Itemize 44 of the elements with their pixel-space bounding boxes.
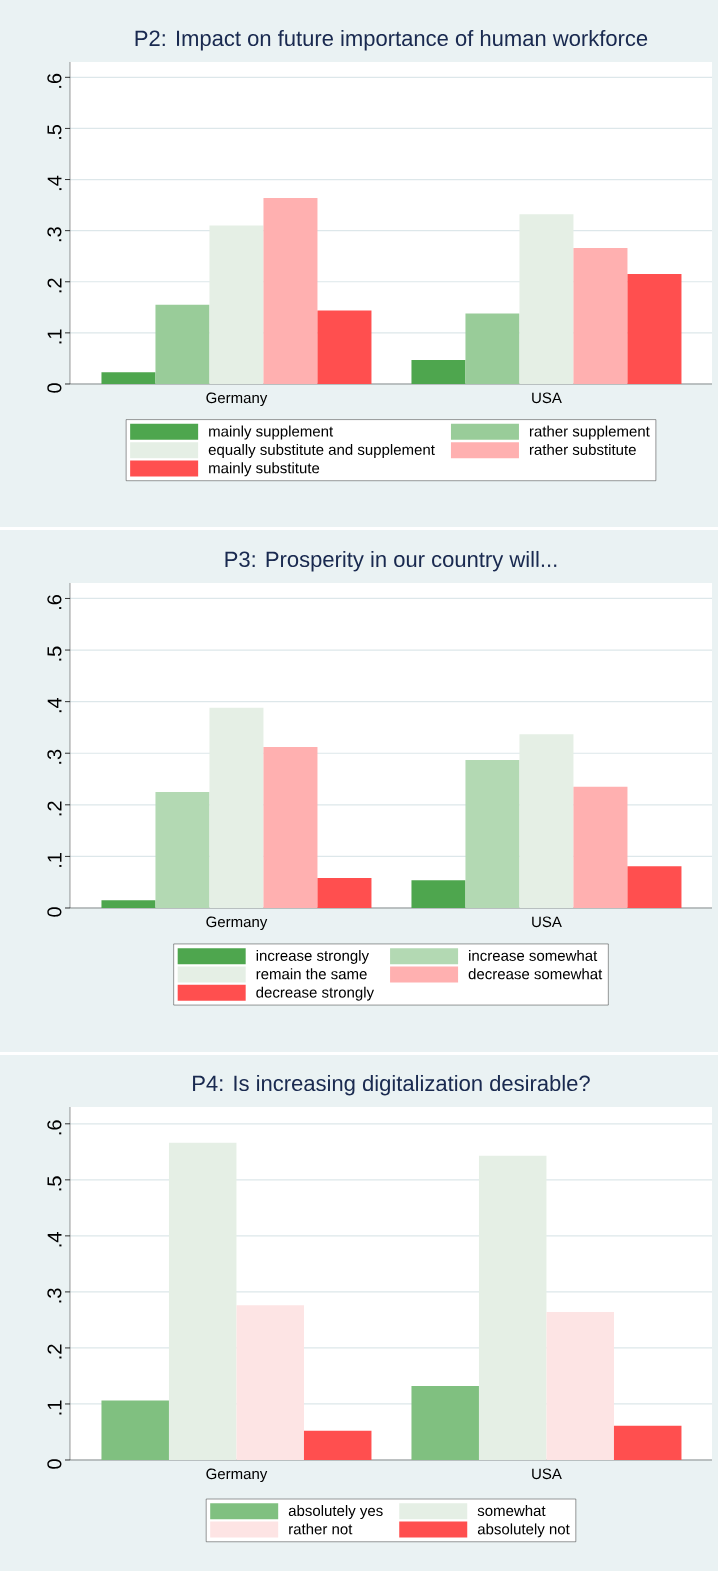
legend-label: absolutely yes	[288, 1505, 383, 1519]
legend-label: rather supplement	[529, 425, 650, 440]
y-tick-label: .1	[47, 853, 62, 867]
chart-title: P3: Prosperity in our country will...	[225, 550, 557, 572]
x-tick-label: Germany	[206, 392, 268, 407]
legend-label: increase strongly	[256, 949, 369, 964]
y-tick-label: .6	[47, 595, 62, 609]
chart-title: P2: Impact on future importance of human workforce	[135, 29, 648, 51]
y-tick-label: 0	[47, 907, 62, 917]
y-tick-label: .3	[47, 1288, 62, 1303]
y-tick-label: .3	[47, 749, 62, 764]
legend-label: rather not	[289, 1523, 353, 1535]
chart-title: P4: Is increasing digitalization desirable?	[193, 1074, 590, 1096]
legend-label: absolutely not	[477, 1523, 570, 1538]
x-tick-label: USA	[532, 916, 562, 928]
y-tick-label: .3	[47, 227, 62, 242]
x-tick-label: Germany	[206, 1468, 268, 1483]
y-tick-label: 0	[47, 383, 62, 393]
y-tick-label: .6	[47, 73, 62, 88]
y-tick-label: .4	[47, 697, 62, 713]
y-tick-label: .5	[47, 124, 62, 139]
legend-label: mainly substitute	[209, 462, 320, 477]
legend-label: decrease strongly	[256, 986, 375, 1001]
y-tick-label: .4	[47, 1232, 62, 1247]
x-tick-label: Germany	[206, 916, 268, 931]
y-tick-label: 0	[47, 1459, 62, 1469]
legend-label: decrease somewhat	[468, 968, 603, 980]
x-tick-label: USA	[532, 1468, 562, 1480]
legend-label: remain the same	[256, 968, 367, 980]
legend-label: increase somewhat	[469, 949, 598, 961]
y-tick-label: .1	[47, 1400, 62, 1415]
y-tick-label: .4	[47, 175, 62, 191]
legend-label: rather substitute	[529, 443, 636, 455]
y-tick-label: .1	[47, 329, 62, 344]
y-tick-label: .6	[47, 1120, 62, 1135]
legend-label: somewhat	[477, 1505, 546, 1517]
y-tick-label: .5	[47, 1176, 62, 1191]
y-tick-label: .5	[47, 646, 62, 661]
y-tick-label: .2	[47, 801, 62, 816]
y-tick-label: .2	[47, 278, 62, 293]
x-tick-label: USA	[532, 392, 562, 404]
legend-label: mainly supplement	[209, 425, 334, 440]
legend-label: equally substitute and supplement	[208, 443, 435, 458]
y-tick-label: .2	[47, 1344, 62, 1359]
